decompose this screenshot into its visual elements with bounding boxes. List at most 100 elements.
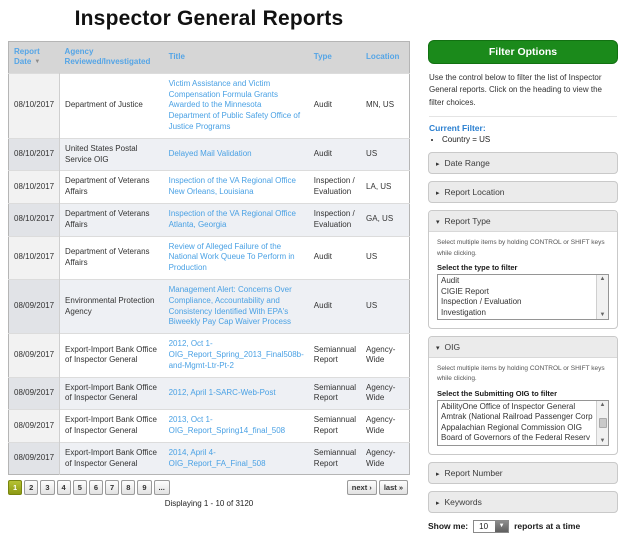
report-agency: Export-Import Bank Office of Inspector G… (59, 441, 164, 475)
page-button-ellipsis[interactable]: ... (153, 480, 170, 496)
last-page-button[interactable]: last » (378, 480, 408, 496)
results-per-page-value: 10 (479, 521, 489, 531)
report-title-link[interactable]: Victim Assistance and Victim Compensatio… (168, 78, 301, 131)
accordion-report-type[interactable]: Report Type (429, 211, 617, 233)
report-type: Semiannual Report (308, 441, 362, 475)
report-location: GA, US (361, 202, 410, 237)
report-location: Agency-Wide (361, 333, 410, 378)
accordion-keywords[interactable]: Keywords (428, 490, 618, 513)
report-type: Semiannual Report (308, 333, 362, 378)
report-agency: Export-Import Bank Office of Inspector G… (59, 409, 164, 443)
report-title-link[interactable]: Delayed Mail Validation (168, 149, 252, 159)
report-date: 08/09/2017 (8, 441, 61, 475)
report-title-link[interactable]: Inspection of the VA Regional Office Atl… (168, 208, 296, 229)
report-date: 08/09/2017 (8, 409, 61, 443)
report-agency: Department of Veterans Affairs (59, 170, 164, 204)
listbox-scrollbar[interactable]: ▲ ▼ (596, 400, 608, 445)
page-button-3[interactable]: 3 (40, 480, 55, 496)
oig-option[interactable]: Amtrak (National Railroad Passenger Corp (441, 412, 593, 422)
report-type-option[interactable]: CIGIE Report (441, 286, 490, 296)
page-button-2[interactable]: 2 (24, 480, 39, 496)
page-button-7[interactable]: 7 (105, 480, 120, 496)
report-type: Audit (308, 72, 362, 139)
report-title-link[interactable]: 2014, April 4-OIG_Report_FA_Final_508 (168, 447, 266, 468)
report-type-option[interactable]: Investigation (441, 307, 486, 317)
column-header-type[interactable]: Type (308, 41, 362, 74)
results-per-page-select[interactable]: 10 ▼ (473, 519, 510, 533)
next-page-button[interactable]: next › (346, 480, 377, 496)
report-agency: Department of Veterans Affairs (59, 202, 164, 237)
page-button-9[interactable]: 9 (137, 480, 152, 496)
main-content: Inspector General Reports Report Date ▼ A… (8, 0, 410, 508)
report-type-listbox[interactable]: Audit CIGIE Report Inspection / Evaluati… (437, 273, 609, 320)
table-row: 08/10/2017 Department of Veterans Affair… (8, 202, 410, 237)
report-type-option[interactable]: Inspection / Evaluation (441, 297, 522, 307)
show-me-row: Show me: 10 ▼ reports at a time (428, 519, 618, 533)
report-title-link[interactable]: Review of Alleged Failure of the Nationa… (168, 241, 295, 273)
result-count-summary: Displaying 1 - 10 of 3120 (164, 499, 254, 509)
table-row: 08/10/2017 Department of Veterans Affair… (8, 170, 410, 204)
accordion-report-number[interactable]: Report Number (428, 461, 618, 484)
column-header-title[interactable]: Title (163, 41, 309, 74)
filter-sidebar: Filter Options Use the control below to … (428, 40, 618, 533)
page-button-5[interactable]: 5 (72, 480, 87, 496)
report-date: 08/10/2017 (8, 137, 61, 171)
table-row: 08/09/2017 Environmental Protection Agen… (8, 278, 410, 334)
report-location: LA, US (361, 170, 410, 204)
report-type: Inspection / Evaluation (308, 202, 362, 237)
oig-listbox[interactable]: AbilityOne Office of Inspector General A… (437, 399, 609, 446)
report-type-option[interactable]: Audit (441, 275, 460, 285)
oig-select-label: Select the Submitting OIG to filter (437, 388, 558, 398)
report-title-link[interactable]: 2012, Oct 1-OIG_Report_Spring_2013_Final… (168, 339, 304, 370)
page-title: Inspector General Reports (74, 7, 344, 30)
scrollbar-down-icon[interactable]: ▼ (599, 311, 606, 318)
scrollbar-thumb[interactable] (598, 417, 607, 428)
report-date: 08/10/2017 (8, 202, 61, 237)
scrollbar-down-icon[interactable]: ▼ (599, 437, 606, 444)
report-type: Semiannual Report (308, 409, 362, 443)
column-header-agency[interactable]: Agency Reviewed/Investigated (59, 41, 164, 74)
oig-option[interactable]: AbilityOne Office of Inspector General (441, 401, 576, 411)
oig-option[interactable]: Appalachian Regional Commission OIG (441, 422, 582, 432)
page-button-4[interactable]: 4 (56, 480, 71, 496)
page-button-8[interactable]: 8 (121, 480, 136, 496)
report-title-link[interactable]: Management Alert: Concerns Over Complian… (168, 284, 292, 327)
accordion-report-location[interactable]: Report Location (428, 181, 618, 204)
pagination: 1 2 3 4 5 6 7 8 9 ... next › last » (8, 480, 410, 496)
report-title-link[interactable]: Inspection of the VA Regional Office New… (168, 176, 296, 197)
report-location: US (361, 235, 410, 280)
page-button-6[interactable]: 6 (88, 480, 104, 496)
show-me-suffix: reports at a time (514, 521, 581, 532)
report-agency: United States Postal Service OIG (59, 137, 164, 171)
report-type: Inspection / Evaluation (308, 170, 362, 204)
report-date: 08/10/2017 (8, 235, 61, 280)
report-location: MN, US (361, 72, 410, 139)
scrollbar-up-icon[interactable]: ▲ (599, 401, 606, 408)
current-filter-label: Current Filter: (429, 123, 486, 134)
panel-oig: OIG Select multiple items by holding CON… (428, 335, 618, 455)
report-agency: Export-Import Bank Office of Inspector G… (59, 376, 164, 410)
page-button-1[interactable]: 1 (8, 480, 23, 496)
report-title-link[interactable]: 2012, April 1-SARC-Web-Post (168, 387, 276, 397)
table-row: 08/10/2017 United States Postal Service … (8, 137, 410, 171)
accordion-date-range[interactable]: Date Range (428, 152, 618, 175)
reports-table: Report Date ▼ Agency Reviewed/Investigate… (8, 41, 410, 476)
current-filter-list: Country = US (442, 135, 618, 144)
accordion-oig[interactable]: OIG (429, 336, 617, 358)
report-title-link[interactable]: 2013, Oct 1-OIG_Report_Spring14_final_50… (168, 415, 286, 435)
filter-intro-text: Use the control below to filter the list… (429, 72, 617, 118)
report-location: Agency-Wide (361, 441, 410, 475)
table-row: 08/10/2017 Department of Veterans Affair… (8, 235, 410, 280)
scrollbar-up-icon[interactable]: ▲ (599, 275, 606, 282)
report-date: 08/10/2017 (8, 72, 61, 139)
chevron-down-icon[interactable]: ▼ (495, 520, 509, 532)
column-header-report-date[interactable]: Report Date ▼ (8, 41, 60, 74)
current-filter-item: Country = US (442, 135, 618, 144)
column-header-location[interactable]: Location (361, 41, 410, 74)
filter-options-button[interactable]: Filter Options (428, 40, 618, 64)
report-agency: Department of Justice (59, 72, 164, 139)
oig-option[interactable]: Board of Governors of the Federal Reserv (441, 433, 590, 443)
report-agency: Export-Import Bank Office of Inspector G… (59, 333, 164, 378)
report-agency: Department of Veterans Affairs (59, 235, 164, 280)
listbox-scrollbar[interactable]: ▲ ▼ (596, 274, 608, 319)
